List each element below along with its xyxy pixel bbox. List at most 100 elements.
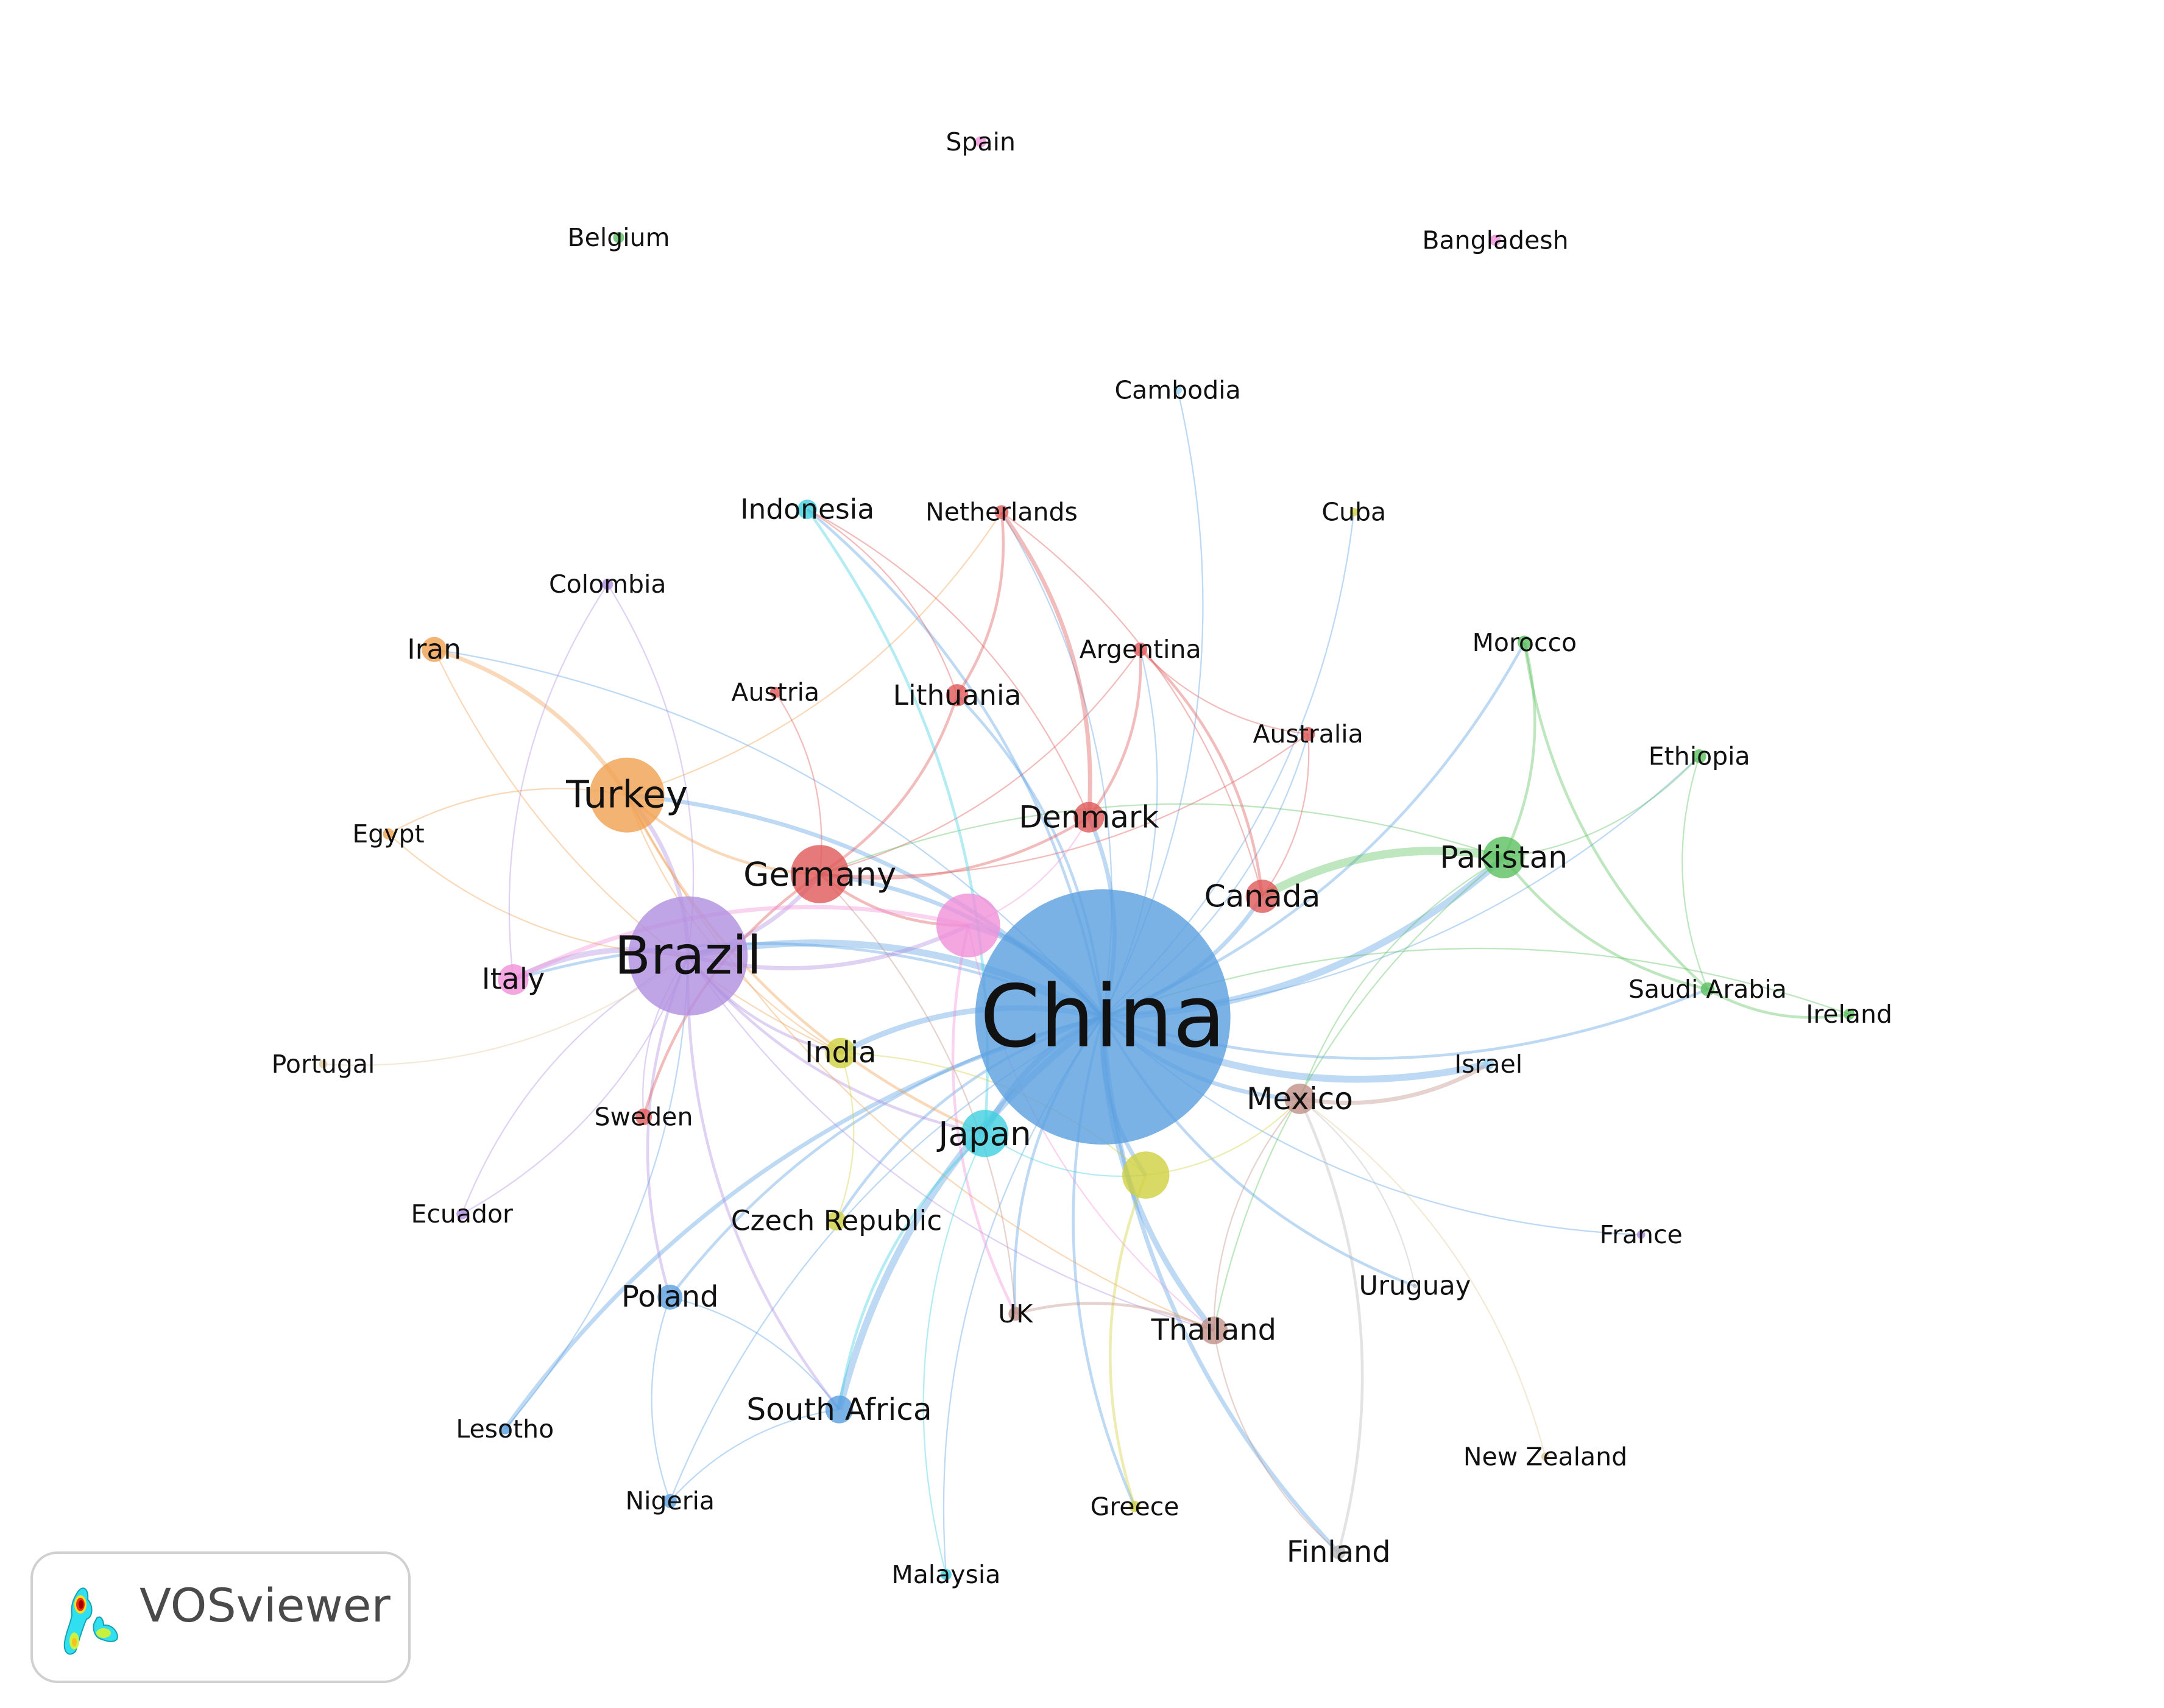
node-label[interactable]: Finland: [1287, 1536, 1391, 1569]
node-south-africa[interactable]: [825, 1396, 854, 1424]
node-label[interactable]: UK: [998, 1299, 1033, 1329]
node-unlabeled-pink[interactable]: [936, 893, 1000, 958]
node-china[interactable]: [975, 889, 1231, 1145]
node-ireland[interactable]: [1844, 1008, 1855, 1020]
node-label[interactable]: Uruguay: [1359, 1271, 1471, 1301]
node-label[interactable]: Nigeria: [625, 1486, 715, 1516]
node-nigeria[interactable]: [663, 1494, 677, 1508]
node-label[interactable]: Ireland: [1806, 1000, 1892, 1029]
node-label[interactable]: Bangladesh: [1422, 225, 1568, 255]
node-label[interactable]: Canada: [1204, 878, 1321, 914]
node-ethiopia[interactable]: [1692, 749, 1706, 763]
node-label[interactable]: Greece: [1091, 1492, 1179, 1521]
node-label[interactable]: Cuba: [1321, 498, 1386, 527]
node-indonesia[interactable]: [797, 499, 818, 520]
node-label[interactable]: Australia: [1253, 719, 1363, 749]
node-label[interactable]: Israel: [1454, 1050, 1522, 1079]
node-lithuania[interactable]: [946, 684, 969, 707]
node-label[interactable]: Portugal: [272, 1050, 375, 1079]
node-label[interactable]: Pakistan: [1440, 840, 1568, 875]
node-label[interactable]: China: [980, 967, 1226, 1067]
node-spain[interactable]: [975, 136, 986, 147]
node-new-zealand[interactable]: [1541, 1452, 1550, 1461]
node-finland[interactable]: [1331, 1545, 1346, 1559]
node-cambodia[interactable]: [1173, 386, 1182, 395]
node-label[interactable]: Germany: [743, 855, 896, 894]
node-label[interactable]: Indonesia: [740, 493, 874, 526]
node-iran[interactable]: [422, 637, 447, 662]
node-portugal[interactable]: [319, 1060, 328, 1068]
node-label[interactable]: Argentina: [1080, 635, 1201, 664]
node-label[interactable]: Austria: [731, 678, 819, 707]
node-label[interactable]: Cambodia: [1115, 375, 1241, 404]
node-unlabeled-yellow[interactable]: [1122, 1151, 1170, 1199]
node-label[interactable]: Sweden: [595, 1102, 693, 1131]
node-poland[interactable]: [657, 1284, 683, 1310]
node-label[interactable]: Mexico: [1246, 1081, 1353, 1117]
node-label[interactable]: Colombia: [549, 570, 667, 599]
node-saudi-arabia[interactable]: [1700, 982, 1715, 997]
node-thailand[interactable]: [1200, 1316, 1228, 1344]
node-egypt[interactable]: [383, 828, 394, 840]
node-label[interactable]: Thailand: [1151, 1314, 1276, 1347]
node-germany[interactable]: [790, 845, 849, 903]
node-lesotho[interactable]: [499, 1423, 511, 1435]
node-india[interactable]: [825, 1037, 856, 1068]
link: [669, 1408, 840, 1502]
node-france[interactable]: [1636, 1230, 1646, 1239]
node-argentina[interactable]: [1133, 642, 1148, 657]
node-turkey[interactable]: [589, 757, 665, 833]
node-label[interactable]: Japan: [936, 1114, 1031, 1153]
node-austria[interactable]: [769, 686, 781, 698]
node-label[interactable]: Poland: [621, 1280, 719, 1314]
node-label[interactable]: Brazil: [615, 925, 762, 986]
node-label[interactable]: Spain: [946, 127, 1016, 157]
node-label[interactable]: Ecuador: [411, 1199, 514, 1229]
node-label[interactable]: Denmark: [1019, 800, 1159, 835]
node-malaysia[interactable]: [940, 1569, 952, 1580]
node-label[interactable]: Italy: [482, 963, 545, 997]
node-brazil[interactable]: [628, 896, 748, 1016]
node-label[interactable]: Egypt: [352, 819, 424, 849]
node-label[interactable]: France: [1599, 1220, 1682, 1249]
link: [819, 803, 1504, 875]
node-label[interactable]: South Africa: [746, 1392, 932, 1427]
node-netherlands[interactable]: [994, 505, 1009, 520]
node-cuba[interactable]: [1349, 507, 1359, 517]
node-colombia[interactable]: [602, 579, 613, 590]
node-israel[interactable]: [1483, 1058, 1494, 1070]
node-denmark[interactable]: [1073, 802, 1105, 833]
node-australia[interactable]: [1301, 727, 1315, 741]
node-morocco[interactable]: [1517, 635, 1532, 650]
node-label[interactable]: Netherlands: [925, 498, 1078, 527]
node-ecuador[interactable]: [456, 1208, 468, 1219]
node-czech-republic[interactable]: [827, 1211, 846, 1231]
node-italy[interactable]: [498, 964, 529, 995]
node-label[interactable]: Belgium: [568, 223, 670, 252]
node-label[interactable]: Lesotho: [456, 1414, 554, 1444]
node-label[interactable]: India: [805, 1036, 876, 1070]
node-label[interactable]: Lithuania: [893, 679, 1022, 711]
node-uk[interactable]: [1008, 1307, 1023, 1321]
node-sweden[interactable]: [635, 1108, 652, 1126]
node-label[interactable]: Turkey: [565, 774, 688, 817]
node-label[interactable]: Malaysia: [891, 1560, 1000, 1589]
node-label[interactable]: Czech Republic: [731, 1205, 942, 1237]
node-label[interactable]: New Zealand: [1463, 1442, 1627, 1471]
node-label[interactable]: Morocco: [1473, 628, 1577, 657]
link: [1000, 510, 1092, 817]
node-label[interactable]: Iran: [407, 633, 461, 666]
node-greece[interactable]: [1129, 1501, 1140, 1512]
node-japan[interactable]: [961, 1110, 1009, 1157]
node-uruguay[interactable]: [1413, 1283, 1417, 1288]
node-label[interactable]: Saudi Arabia: [1628, 975, 1787, 1004]
link: [1502, 642, 1536, 858]
node-canada[interactable]: [1245, 880, 1279, 913]
node-mexico[interactable]: [1284, 1083, 1315, 1114]
node-bangladesh[interactable]: [1490, 235, 1501, 246]
node-label[interactable]: Ethiopia: [1649, 741, 1750, 771]
node-belgium[interactable]: [613, 231, 624, 244]
node-pakistan[interactable]: [1483, 836, 1525, 878]
